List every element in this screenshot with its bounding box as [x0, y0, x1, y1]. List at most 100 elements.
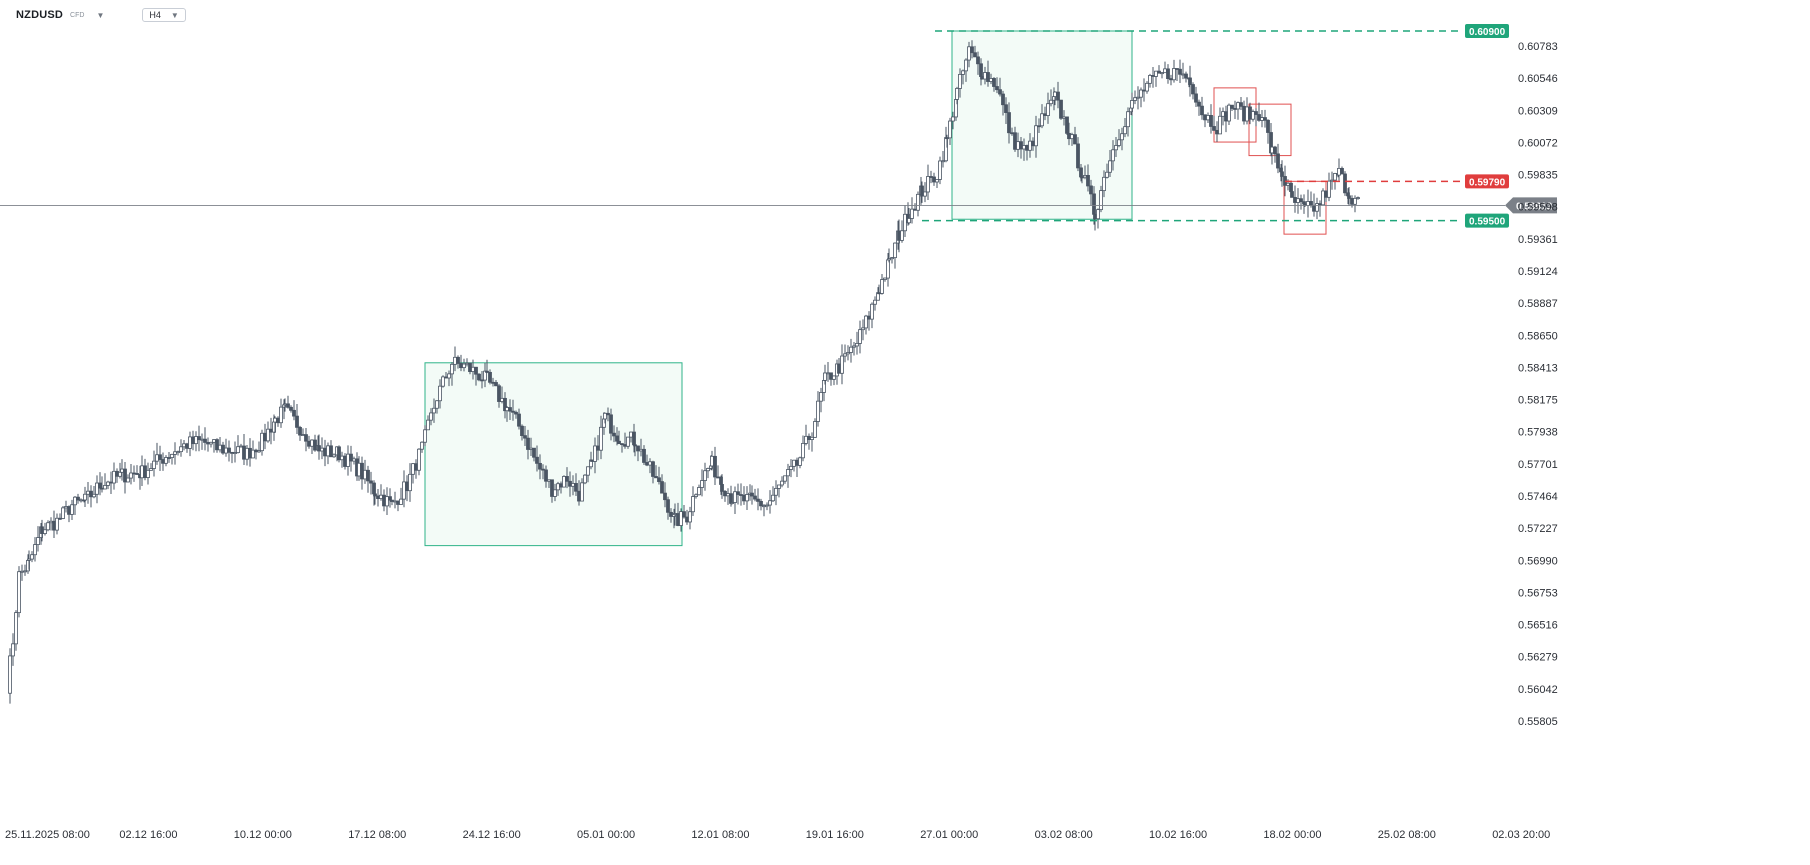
candle-body [913, 208, 917, 211]
candle-body [1315, 203, 1319, 212]
candle-body [861, 327, 865, 331]
candle-body [1080, 176, 1084, 179]
candle-body [1299, 198, 1303, 203]
candle-body [447, 373, 451, 379]
candle-body [200, 438, 204, 441]
candle-body [1092, 193, 1096, 215]
candle-body [736, 491, 740, 495]
candle-body [1286, 182, 1290, 186]
candle-body [832, 375, 836, 380]
candle-body [1194, 93, 1198, 103]
candle-body [188, 436, 192, 449]
candle-body [759, 500, 763, 507]
candle-body [973, 52, 977, 58]
candle-body [161, 459, 165, 464]
candle-body [1120, 133, 1124, 141]
candle-body [1306, 201, 1310, 206]
candle-body [126, 477, 130, 483]
candle-body [477, 373, 481, 381]
level-price-label: 0.59790 [1469, 177, 1506, 188]
candle-body [897, 230, 901, 241]
candle-body [76, 496, 80, 501]
candle-body [998, 89, 1002, 95]
candle-body [155, 454, 159, 462]
y-tick-label: 0.60072 [1518, 137, 1558, 149]
price-axis[interactable]: 0.60783 0.60546 0.60309 0.60072 0.59835 0.595… [1518, 41, 1558, 728]
candle-body [840, 355, 844, 374]
candle-body [301, 434, 305, 436]
candle-body [474, 366, 478, 375]
candle-body [1065, 116, 1069, 134]
candle-body [1270, 146, 1274, 154]
x-tick-label: 12.01 08:00 [691, 829, 749, 841]
candle-body [64, 506, 68, 509]
candle-body [697, 487, 701, 496]
candle-body [100, 487, 104, 490]
candle-body [798, 457, 802, 466]
candle-body [887, 258, 891, 261]
candle-body [745, 494, 749, 502]
candle-body [1353, 197, 1357, 205]
candle-body [1254, 111, 1258, 115]
candle-body [593, 445, 597, 462]
time-axis[interactable]: 25.11.2025 08:00 02.12 16:00 10.12 00:00 17… [5, 829, 1550, 841]
candle-body [774, 487, 778, 496]
candle-body [385, 496, 389, 507]
candle-body [390, 499, 394, 502]
symbol-dropdown-icon[interactable]: ▼ [96, 10, 105, 20]
candle-body [577, 490, 581, 502]
candle-body [1114, 145, 1118, 151]
candle-body [976, 56, 980, 65]
candle-body [27, 558, 31, 561]
candle-body [580, 482, 584, 502]
candle-body [357, 462, 361, 477]
candle-body [920, 185, 924, 197]
timeframe-selector[interactable]: H4 ▼ [142, 8, 186, 22]
candle-body [266, 428, 270, 442]
candle-body [1273, 146, 1277, 155]
candle-body [789, 465, 793, 470]
candle-body [633, 444, 637, 447]
x-tick-label: 02.12 16:00 [119, 829, 177, 841]
candle-body [106, 481, 110, 486]
symbol-label[interactable]: NZDUSD [16, 9, 64, 21]
candle-body [1133, 97, 1137, 101]
candle-body [212, 439, 216, 443]
candle-body [257, 450, 261, 453]
candle-body [907, 218, 911, 224]
candle-body [1013, 132, 1017, 150]
range-box[interactable] [424, 362, 683, 547]
candle-body [1347, 195, 1351, 199]
candle-body [149, 468, 153, 471]
candle-body [636, 445, 640, 452]
candle-body [251, 449, 255, 459]
candle-body [843, 353, 847, 357]
candle-body [1327, 180, 1331, 198]
red-annotation-box[interactable] [1283, 180, 1327, 235]
candle-body [682, 511, 686, 518]
candle-body [242, 445, 246, 460]
red-annotation-box[interactable] [1248, 103, 1292, 157]
candle-body [617, 440, 621, 445]
candle-body [1049, 99, 1053, 105]
candle-body [1034, 125, 1038, 147]
candle-body [206, 442, 210, 445]
candle-body [1343, 173, 1347, 194]
candle-body [807, 435, 811, 440]
candle-body [938, 160, 942, 180]
candle-body [426, 419, 430, 431]
candle-body [167, 457, 171, 459]
candle-body [823, 372, 827, 381]
candle-body [1070, 134, 1074, 140]
candle-body [279, 406, 283, 424]
y-tick-label: 0.60546 [1518, 73, 1558, 85]
y-tick-label: 0.56042 [1518, 684, 1558, 696]
candle-body [867, 315, 871, 320]
candle-body [590, 459, 594, 462]
candle-body [639, 448, 643, 452]
candle-body [89, 490, 93, 498]
candle-body [135, 473, 139, 475]
candle-body [1321, 190, 1325, 206]
candle-body [1251, 111, 1255, 120]
